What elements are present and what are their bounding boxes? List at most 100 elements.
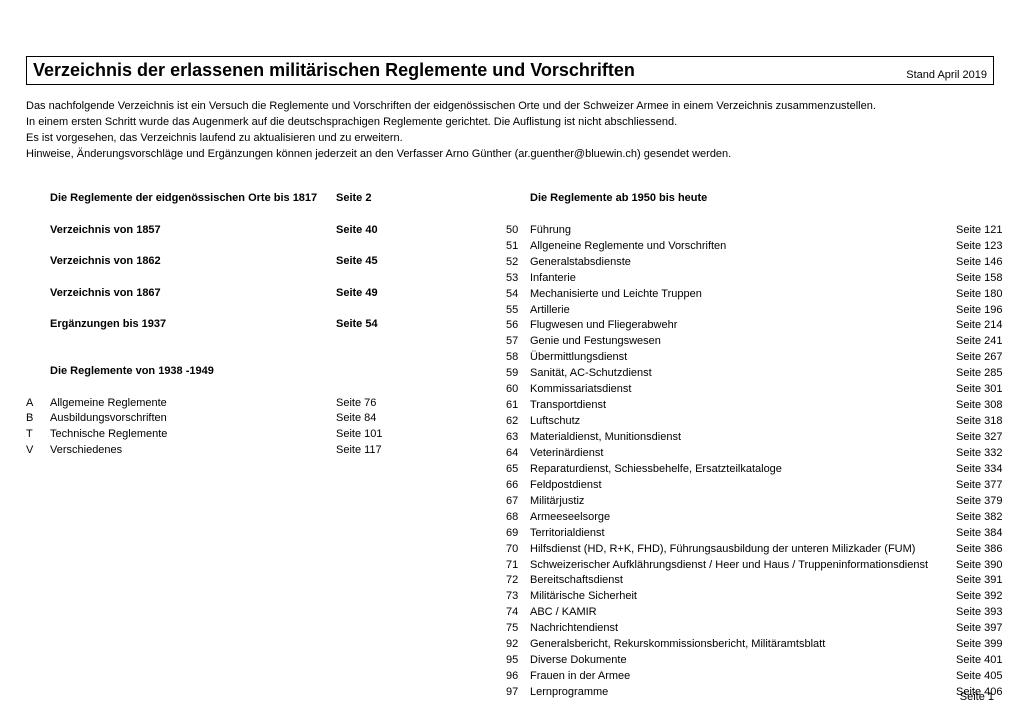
spacer [506, 207, 1016, 223]
toc-code: 71 [506, 558, 530, 574]
status-date: Stand April 2019 [906, 69, 987, 81]
toc-code: 97 [506, 685, 530, 701]
toc-label: Armeeseelsorge [530, 510, 956, 526]
toc-label: Flugwesen und Fliegerabwehr [530, 318, 956, 334]
toc-row: 70Hilfsdienst (HD, R+K, FHD), Führungsau… [506, 542, 1016, 558]
toc-label: Führung [530, 223, 956, 239]
toc-label: ABC / KAMIR [530, 605, 956, 621]
spacer [26, 302, 396, 318]
toc-label: Territorialdienst [530, 526, 956, 542]
toc-label: Infanterie [530, 271, 956, 287]
toc-page: Seite 54 [336, 317, 396, 333]
toc-row: 68ArmeeseelsorgeSeite 382 [506, 510, 1016, 526]
toc-page: Seite 123 [956, 239, 1016, 255]
toc-code: 66 [506, 478, 530, 494]
toc-label: Nachrichtendienst [530, 621, 956, 637]
toc-code: 70 [506, 542, 530, 558]
toc-label: Ergänzungen bis 1937 [50, 317, 336, 333]
toc-code: 65 [506, 462, 530, 478]
toc-row: 55ArtillerieSeite 196 [506, 303, 1016, 319]
toc-left-column: Die Reglemente der eidgenössischen Orte … [26, 191, 396, 701]
toc-row: 61TransportdienstSeite 308 [506, 398, 1016, 414]
toc-page: Seite 384 [956, 526, 1016, 542]
toc-code: B [26, 411, 50, 427]
toc-code [26, 191, 50, 207]
toc-label: Die Reglemente der eidgenössischen Orte … [50, 191, 336, 207]
toc-code: 95 [506, 653, 530, 669]
toc-code: 69 [506, 526, 530, 542]
toc-page: Seite 393 [956, 605, 1016, 621]
toc-page: Seite 301 [956, 382, 1016, 398]
toc-page: Seite 121 [956, 223, 1016, 239]
toc-label: Generalsbericht, Rekurskommissionsberich… [530, 637, 956, 653]
toc-code: A [26, 396, 50, 412]
toc-code: 64 [506, 446, 530, 462]
toc-code: 51 [506, 239, 530, 255]
toc-row: 64VeterinärdienstSeite 332 [506, 446, 1016, 462]
page-title: Verzeichnis der erlassenen militärischen… [33, 60, 635, 81]
toc-label: Allgemeine Reglemente [50, 396, 336, 412]
toc-page: Seite 401 [956, 653, 1016, 669]
toc-page: Seite 399 [956, 637, 1016, 653]
toc-label: Kommissariatsdienst [530, 382, 956, 398]
toc-label: Die Reglemente ab 1950 bis heute [530, 191, 956, 207]
toc-code: 74 [506, 605, 530, 621]
toc-code: 52 [506, 255, 530, 271]
toc-label: Ausbildungsvorschriften [50, 411, 336, 427]
toc-code: 61 [506, 398, 530, 414]
toc-label: Diverse Dokumente [530, 653, 956, 669]
toc-label: Militärische Sicherheit [530, 589, 956, 605]
toc-code: T [26, 427, 50, 443]
toc-row: 92Generalsbericht, Rekurskommissionsberi… [506, 637, 1016, 653]
toc-right-column: Die Reglemente ab 1950 bis heute50Führun… [506, 191, 1016, 701]
toc-page: Seite 382 [956, 510, 1016, 526]
toc-page [336, 364, 396, 380]
toc-row: Verzeichnis von 1862Seite 45 [26, 254, 396, 270]
spacer [26, 349, 396, 365]
toc-row: 71Schweizerischer Aufklährungsdienst / H… [506, 558, 1016, 574]
toc-code [26, 223, 50, 239]
toc-row: Ergänzungen bis 1937Seite 54 [26, 317, 396, 333]
toc-code: 55 [506, 303, 530, 319]
toc-label: Sanität, AC-Schutzdienst [530, 366, 956, 382]
toc-code: 54 [506, 287, 530, 303]
toc-page [956, 191, 1016, 207]
toc-row: Die Reglemente von 1938 -1949 [26, 364, 396, 380]
toc-page: Seite 379 [956, 494, 1016, 510]
toc-code: 57 [506, 334, 530, 350]
toc-row: VVerschiedenesSeite 117 [26, 443, 396, 459]
toc-code [26, 286, 50, 302]
toc-page: Seite 391 [956, 573, 1016, 589]
toc-row: AAllgemeine ReglementeSeite 76 [26, 396, 396, 412]
toc-row: 53InfanterieSeite 158 [506, 271, 1016, 287]
title-bar: Verzeichnis der erlassenen militärischen… [26, 56, 994, 85]
toc-code: 62 [506, 414, 530, 430]
toc-page: Seite 214 [956, 318, 1016, 334]
toc-label: Generalstabsdienste [530, 255, 956, 271]
toc-label: Feldpostdienst [530, 478, 956, 494]
toc-label: Reparaturdienst, Schiessbehelfe, Ersatzt… [530, 462, 956, 478]
toc-page: Seite 334 [956, 462, 1016, 478]
toc-row: 74ABC / KAMIRSeite 393 [506, 605, 1016, 621]
toc-row: 59Sanität, AC-SchutzdienstSeite 285 [506, 366, 1016, 382]
toc-row: 54Mechanisierte und Leichte TruppenSeite… [506, 287, 1016, 303]
toc-page: Seite 241 [956, 334, 1016, 350]
toc-page: Seite 327 [956, 430, 1016, 446]
toc-page: Seite 2 [336, 191, 396, 207]
toc-code: 59 [506, 366, 530, 382]
toc-label: Materialdienst, Munitionsdienst [530, 430, 956, 446]
toc-code [506, 191, 530, 207]
toc-row: Verzeichnis von 1867Seite 49 [26, 286, 396, 302]
toc-page: Seite 397 [956, 621, 1016, 637]
toc-page: Seite 40 [336, 223, 396, 239]
toc-row: 96Frauen in der ArmeeSeite 405 [506, 669, 1016, 685]
toc-page: Seite 267 [956, 350, 1016, 366]
toc-code: 67 [506, 494, 530, 510]
toc-row: 97LernprogrammeSeite 406 [506, 685, 1016, 701]
page-number: Seite 1 [960, 691, 994, 703]
toc-page: Seite 101 [336, 427, 396, 443]
toc-code: 50 [506, 223, 530, 239]
toc-code: 72 [506, 573, 530, 589]
toc-row: Die Reglemente ab 1950 bis heute [506, 191, 1016, 207]
toc-code: 68 [506, 510, 530, 526]
